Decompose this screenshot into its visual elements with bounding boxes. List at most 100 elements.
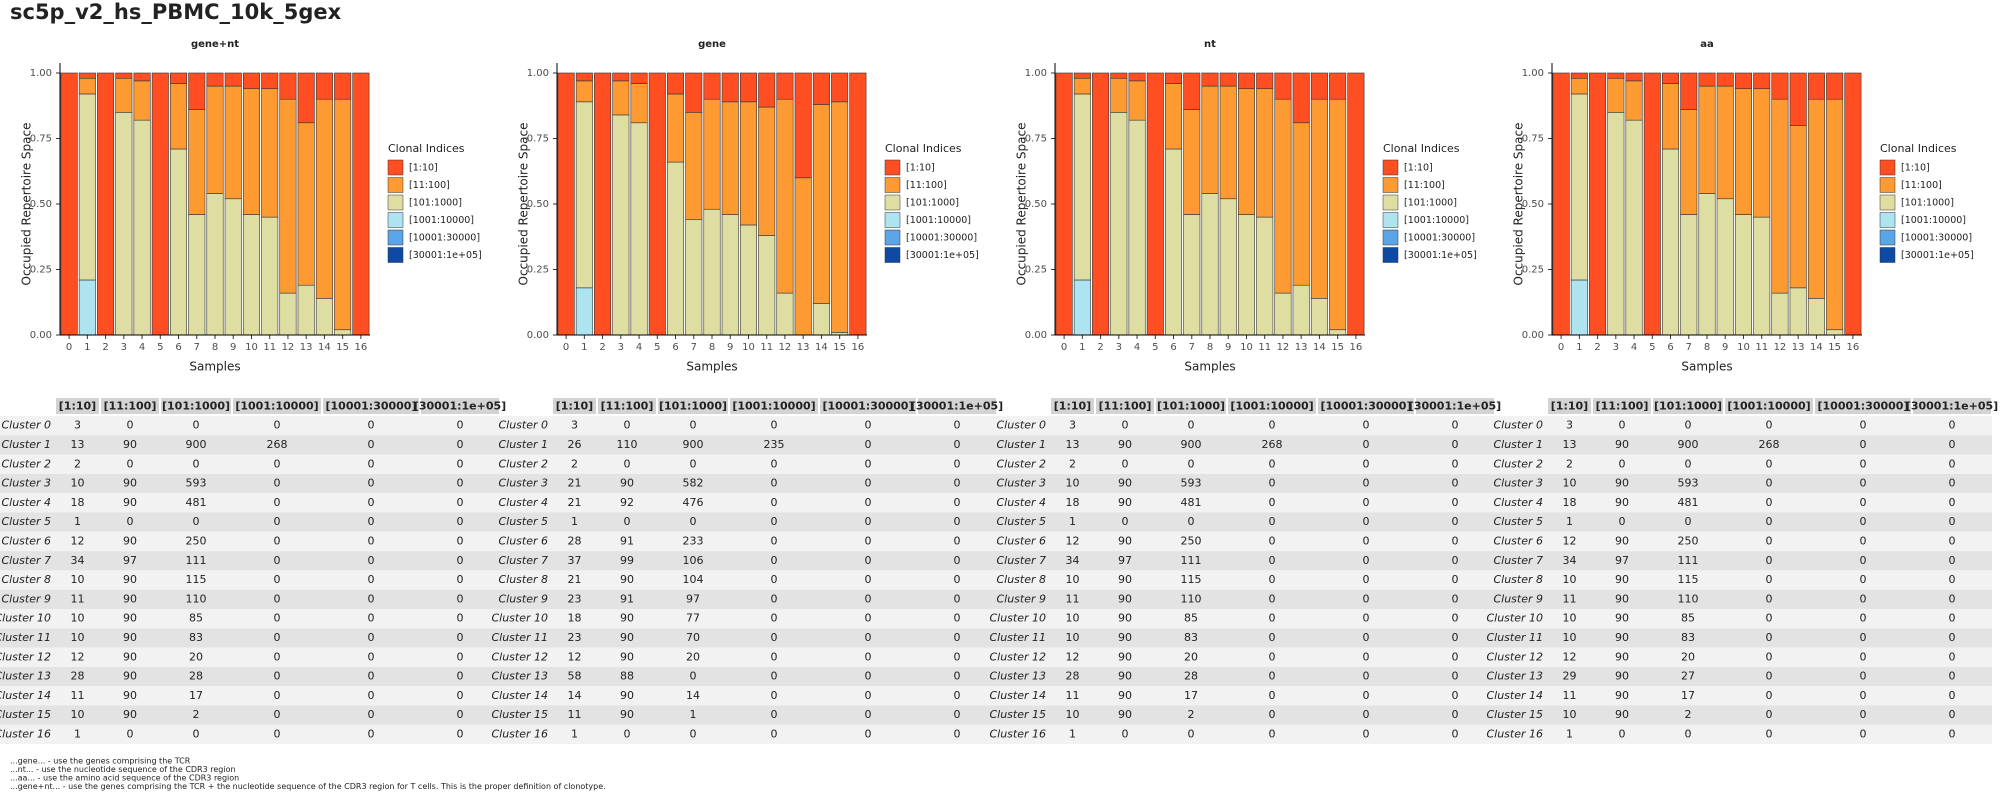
legend-key	[884, 159, 901, 176]
table-cell: 0	[1766, 592, 1773, 605]
x-tick-label: 0	[563, 342, 569, 353]
table-cell: 2	[1566, 457, 1573, 470]
table-cell: 91	[620, 592, 634, 605]
table-cell: 0	[1949, 670, 1956, 683]
table-row	[0, 666, 500, 687]
bar-segment	[1680, 109, 1698, 215]
bar-segment	[1789, 72, 1807, 126]
row-label: Cluster 9	[996, 592, 1046, 605]
y-tick-label: 1.00	[1025, 68, 1047, 79]
y-tick-label: 0.50	[527, 199, 549, 210]
table-cell: 12	[568, 650, 582, 663]
table-cell: 10	[1066, 612, 1080, 625]
table-cell: 0	[690, 515, 697, 528]
row-label: Cluster 15	[0, 708, 51, 721]
table-cell: 0	[1619, 727, 1626, 740]
table-cell: 11	[1563, 592, 1577, 605]
x-tick-label: 16	[1847, 342, 1860, 353]
table-cell: 0	[954, 670, 961, 683]
table-cell: 0	[771, 515, 778, 528]
table-cell: 10	[71, 708, 85, 721]
column-header: [10001:30000]	[1321, 400, 1412, 413]
legend-title: Clonal Indices	[388, 142, 465, 155]
table-cell: 0	[1363, 631, 1370, 644]
table-cell: 0	[1766, 631, 1773, 644]
bar-segment	[776, 72, 794, 100]
table-cell: 11	[568, 708, 582, 721]
bar-segment	[721, 214, 739, 336]
table-cell: 1	[1566, 515, 1573, 528]
column-header: [1001:10000]	[732, 400, 815, 413]
table-cell: 250	[1678, 534, 1699, 547]
table-cell: 0	[1452, 496, 1459, 509]
legend-label: [101:1000]	[906, 198, 959, 209]
table-cell: 10	[1066, 708, 1080, 721]
legend-key	[1382, 159, 1399, 176]
x-tick-label: 4	[1134, 342, 1140, 353]
table-cell: 90	[620, 477, 634, 490]
y-tick-label: 0.25	[1522, 265, 1544, 276]
bar-segment	[1219, 72, 1237, 87]
header-cell	[1228, 398, 1316, 414]
header-cell	[1051, 398, 1094, 414]
bar-segment	[667, 161, 685, 336]
bar-segment	[557, 72, 575, 336]
row-label: Cluster 7	[498, 554, 548, 567]
table-cell: 0	[274, 554, 281, 567]
table-row	[1492, 686, 1992, 706]
bar-segment	[1183, 214, 1201, 336]
table-cell: 2	[193, 708, 200, 721]
table-row	[497, 705, 997, 725]
bar-segment	[1807, 72, 1825, 100]
table-cell: 0	[1949, 727, 1956, 740]
table-cell: 0	[1766, 515, 1773, 528]
bar-segment	[1219, 198, 1237, 336]
table-cell: 0	[1452, 515, 1459, 528]
column-header: [1001:10000]	[1727, 400, 1810, 413]
table-cell: 90	[1615, 477, 1629, 490]
table-cell: 0	[624, 727, 631, 740]
row-label: Cluster 5	[1493, 515, 1543, 528]
x-tick-label: 13	[1295, 342, 1308, 353]
bar-segment	[78, 93, 96, 281]
table-cell: 90	[1615, 496, 1629, 509]
table-cell: 10	[1563, 708, 1577, 721]
bar-segment	[1680, 214, 1698, 336]
x-tick-label: 6	[1667, 342, 1673, 353]
bar-segment	[1274, 292, 1292, 336]
table-cell: 90	[620, 573, 634, 586]
table-cell: 0	[1766, 554, 1773, 567]
header-cell	[820, 398, 916, 414]
x-tick-label: 14	[318, 342, 331, 353]
column-header: [30001:1e+05]	[414, 400, 506, 413]
chart-title: nt	[1204, 39, 1216, 50]
table-cell: 0	[368, 515, 375, 528]
row-label: Cluster 16	[989, 727, 1046, 740]
table-cell: 900	[1181, 438, 1202, 451]
y-tick-label: 0.25	[30, 265, 52, 276]
table-cell: 0	[457, 515, 464, 528]
row-label: Cluster 12	[1486, 650, 1543, 663]
table-cell: 13	[1563, 438, 1577, 451]
footnote: ...aa... - use the amino acid sequence o…	[10, 774, 239, 783]
y-axis-label: Occupied Repertoire Space	[1015, 123, 1029, 286]
table-cell: 0	[274, 573, 281, 586]
table-cell: 1	[1069, 515, 1076, 528]
bar-segment	[1698, 193, 1716, 336]
bar-segment	[1237, 72, 1255, 90]
x-axis-label: Samples	[1681, 360, 1732, 374]
header-cell	[233, 398, 321, 414]
table-cell: 233	[683, 534, 704, 547]
table-cell: 0	[954, 477, 961, 490]
table-cell: 1	[1069, 727, 1076, 740]
legend-key	[884, 212, 901, 228]
bar-segment	[575, 80, 593, 103]
table-cell: 0	[1766, 689, 1773, 702]
x-tick-label: 0	[1558, 342, 1564, 353]
bar-segment	[334, 329, 352, 336]
bar-segment	[279, 98, 297, 294]
bar-segment	[1110, 112, 1128, 336]
table-cell: 1	[571, 515, 578, 528]
table-cell: 0	[1122, 727, 1129, 740]
table-row	[995, 570, 1495, 590]
